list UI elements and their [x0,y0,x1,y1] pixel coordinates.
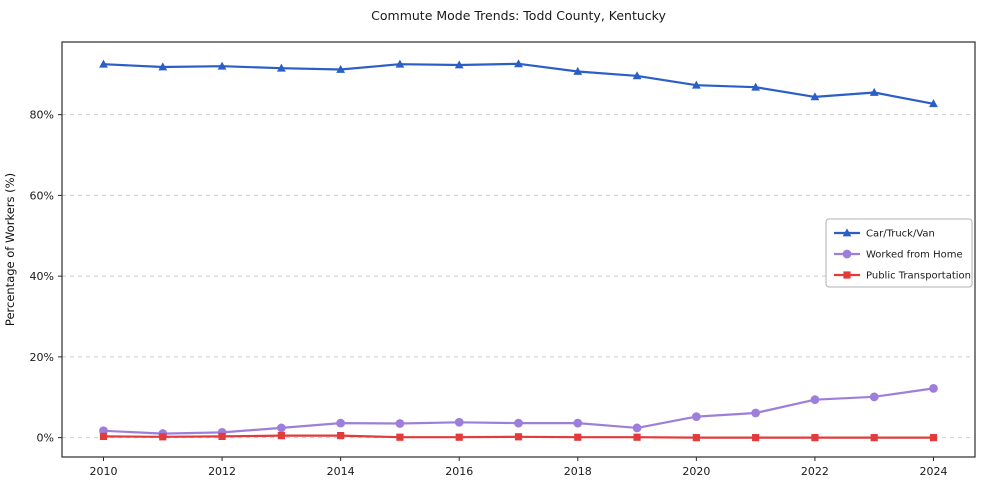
y-tick-label: 60% [30,189,54,202]
circle-marker-icon [573,418,583,428]
y-tick-label: 0% [37,432,54,445]
triangle-marker-icon [810,92,820,101]
legend-label: Car/Truck/Van [866,229,935,240]
x-tick-label: 2024 [920,465,948,478]
y-tick-label: 80% [30,109,54,122]
square-marker-icon [843,271,851,279]
triangle-marker-icon [691,80,701,89]
triangle-marker-icon [929,99,938,108]
triangle-marker-icon [276,63,286,72]
square-marker-icon [396,433,404,441]
circle-marker-icon [632,423,642,433]
y-tick-label: 20% [30,351,54,364]
legend-item-public-transportation: Public Transportation [834,271,971,282]
legend: Car/Truck/Van Worked from Home Public Tran… [825,218,973,288]
square-marker-icon [811,434,819,442]
x-tick-label: 2018 [564,465,592,478]
circle-marker-icon [395,419,405,428]
x-tick-label: 2012 [208,465,236,478]
square-marker-icon [99,432,108,441]
x-tick-label: 2014 [327,465,355,478]
circle-marker-icon [751,408,761,418]
square-marker-icon [633,433,641,441]
circle-marker-icon [869,392,879,402]
plot-border [61,41,976,458]
square-marker-icon [870,434,878,442]
x-tick-label: 2020 [682,465,710,478]
triangle-marker-icon [573,66,583,75]
triangle-marker-icon [842,228,852,237]
circle-marker-icon [454,417,464,427]
square-marker-icon [574,433,582,441]
x-tick-label: 2016 [445,465,473,478]
square-marker-icon [337,432,345,440]
square-marker-icon [455,433,463,441]
circle-marker-icon [929,383,938,393]
y-axis-label: Percentage of Workers (%) [3,173,17,326]
triangle-marker-icon [869,87,879,96]
circle-marker-icon [810,395,820,405]
y-tick-label: 40% [30,270,54,283]
legend-box [825,218,973,288]
chart-title: Commute Mode Trends: Todd County, Kentuc… [371,8,666,23]
x-tick-label: 2022 [801,465,829,478]
square-marker-icon [752,434,760,442]
square-marker-icon [514,433,523,441]
triangle-marker-icon [99,59,108,68]
legend-label: Worked from Home [866,250,963,261]
circle-marker-icon [514,418,523,428]
x-tick-label: 2010 [90,465,118,478]
triangle-marker-icon [454,60,464,69]
square-marker-icon [929,434,938,442]
series-car-truck-van [99,59,938,108]
square-marker-icon [277,432,285,440]
series-line [103,62,934,105]
square-marker-icon [692,434,700,442]
triangle-marker-icon [632,71,642,80]
triangle-marker-icon [336,64,346,73]
circle-marker-icon [276,423,286,433]
legend-item-worked-from-home: Worked from Home [834,250,963,261]
circle-marker-icon [336,418,346,428]
triangle-marker-icon [514,59,523,68]
square-marker-icon [159,433,167,441]
triangle-marker-icon [217,61,227,70]
series-worked-from-home [99,383,938,438]
circle-marker-icon [842,249,852,259]
circle-marker-icon [691,412,701,422]
triangle-marker-icon [158,62,168,71]
series-public-transportation [99,432,938,442]
square-marker-icon [218,432,226,441]
triangle-marker-icon [751,82,761,91]
triangle-marker-icon [395,59,405,68]
legend-label: Public Transportation [866,271,971,282]
legend-item-car-truck-van: Car/Truck/Van [834,228,935,240]
